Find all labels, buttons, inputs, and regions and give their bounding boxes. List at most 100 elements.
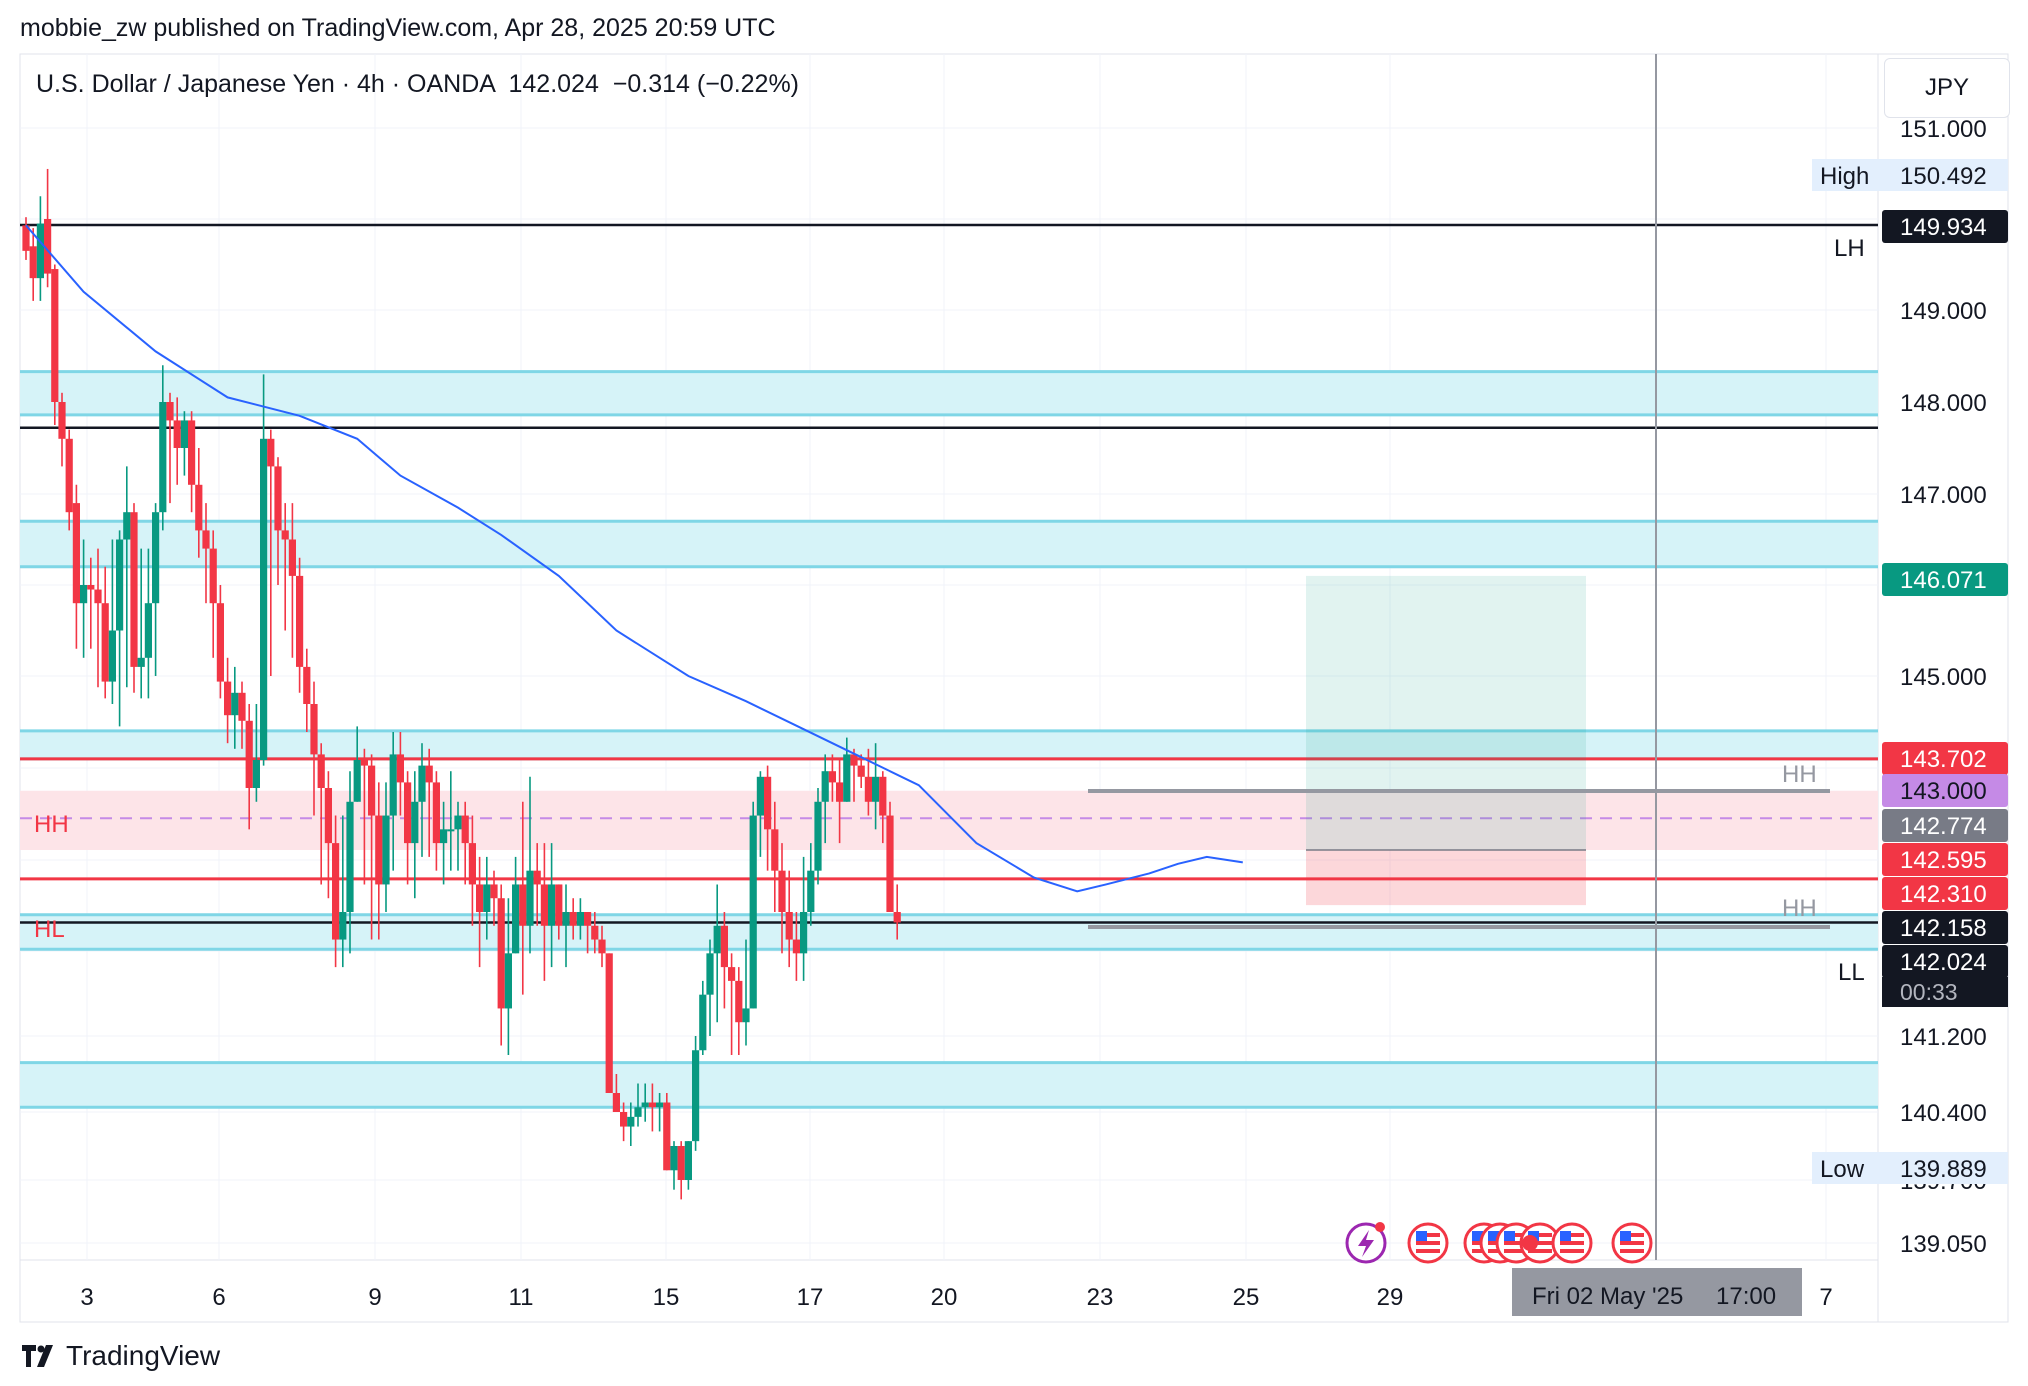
symbol-title: U.S. Dollar / Japanese Yen · 4h · OANDA xyxy=(36,70,495,98)
candle-body xyxy=(29,246,37,279)
zone-rect xyxy=(20,914,1878,950)
candle-body xyxy=(36,223,44,279)
candle-body xyxy=(749,815,757,1009)
flag-stripe xyxy=(1528,1233,1552,1237)
crosshair-date-label: Fri 02 May '25 xyxy=(1532,1283,1683,1310)
stop-zone xyxy=(1306,850,1586,906)
price-tick-label: 140.400 xyxy=(1900,1100,1987,1127)
candle-body xyxy=(202,530,210,549)
price-change: −0.314 (−0.22%) xyxy=(612,70,800,98)
candle-body xyxy=(296,575,304,667)
candle-body xyxy=(454,815,462,830)
candle-body xyxy=(728,967,736,981)
candle-body xyxy=(382,815,390,885)
candle-body xyxy=(260,438,268,760)
candle-body xyxy=(166,402,174,421)
countdown-label: 00:33 xyxy=(1900,979,1958,1005)
annotation-hh: HH xyxy=(1782,761,1817,788)
annotation-hh: HH xyxy=(34,811,69,838)
candle-body xyxy=(872,776,880,802)
zone-rect xyxy=(20,1062,1878,1108)
price-label-142.024: 142.024 xyxy=(1882,945,2008,978)
time-tick-label: 11 xyxy=(509,1284,534,1311)
tradingview-logo-icon[interactable] xyxy=(22,1345,58,1367)
candle-body xyxy=(843,754,851,802)
candle-body xyxy=(555,884,563,926)
time-axis[interactable]: 3 6 9 11 15 17 20 23 25 29 7 Fri 02 May '25 17:00 xyxy=(80,1268,1833,1316)
candle-body xyxy=(497,898,505,1009)
price-label-bg xyxy=(1882,210,2008,243)
price-label-caption: High xyxy=(1820,163,1869,190)
footer: TradingView xyxy=(22,1340,220,1372)
flag-stripe xyxy=(1416,1233,1440,1237)
candle-body xyxy=(526,870,534,926)
price-axis[interactable]: 151.000 149.000 148.000 147.000 145.000 141.2… xyxy=(1812,116,2008,1258)
candle-body xyxy=(58,402,66,439)
candle-body xyxy=(850,754,858,766)
candle-body xyxy=(87,585,95,590)
price-label-bg xyxy=(1882,945,2008,978)
candle-body xyxy=(447,829,455,832)
price-label-bg xyxy=(1882,877,2008,910)
brand-name[interactable]: TradingView xyxy=(66,1340,221,1371)
candle-body xyxy=(648,1102,656,1108)
economic-events[interactable] xyxy=(1345,1222,1653,1264)
candle-body xyxy=(771,829,779,871)
candle-body xyxy=(476,884,484,912)
candle-body xyxy=(893,912,901,923)
candle-body xyxy=(152,512,160,604)
candle-body xyxy=(404,782,412,844)
candle-body xyxy=(353,760,361,802)
price-label-value: 142.024 xyxy=(1900,949,1987,976)
candle-body xyxy=(814,801,822,871)
price-label-146.071: 146.071 xyxy=(1882,563,2008,596)
candle-body xyxy=(800,912,808,954)
time-tick-label: 29 xyxy=(1377,1284,1404,1311)
price-label-143.000: 143.000 xyxy=(1882,774,2008,807)
candle-body xyxy=(807,870,815,912)
event-dot-icon xyxy=(1522,1235,1538,1251)
candle-body xyxy=(533,870,541,885)
candle-body xyxy=(821,771,829,802)
flag-canton xyxy=(1416,1231,1427,1241)
flag-canton xyxy=(1504,1231,1515,1241)
price-label-bg xyxy=(1882,809,2008,842)
currency-button[interactable]: JPY xyxy=(1884,58,2010,118)
candle-body xyxy=(864,776,872,802)
risk-reward-box[interactable] xyxy=(1306,575,1586,906)
candle-body xyxy=(756,776,764,816)
candle-body xyxy=(195,484,203,531)
candle-body xyxy=(80,585,88,604)
candle-body xyxy=(562,912,570,926)
candle-body xyxy=(684,1141,692,1180)
candle-body xyxy=(116,539,124,631)
price-label-bg xyxy=(1882,843,2008,876)
candle-body xyxy=(828,771,836,783)
candle-body xyxy=(216,603,224,682)
price-label-caption: Low xyxy=(1820,1156,1865,1183)
price-label-value: 146.071 xyxy=(1900,567,1987,594)
candle-body xyxy=(411,801,419,844)
candle-body xyxy=(519,884,527,926)
annotations: LH HH HL HH HH LL xyxy=(34,235,1865,986)
candle-body xyxy=(173,420,181,448)
crosshair-time-bg xyxy=(1512,1268,1802,1316)
price-label-142.310: 142.310 xyxy=(1882,877,2008,910)
flag-stripe xyxy=(1560,1249,1584,1253)
price-tick-label: 141.200 xyxy=(1900,1024,1987,1051)
flag-stripe xyxy=(1416,1241,1440,1245)
price-label-150.492: High 150.492 xyxy=(1812,159,2008,191)
price-label-value: 139.889 xyxy=(1900,1156,1987,1183)
last-price: 142.024 xyxy=(508,70,599,98)
candle-body xyxy=(224,681,232,716)
price-label-value: 142.774 xyxy=(1900,813,1987,840)
candle-body xyxy=(879,776,887,816)
price-label-149.934: 149.934 xyxy=(1882,210,2008,243)
candle-body xyxy=(785,912,793,940)
price-label-value: 143.000 xyxy=(1900,778,1987,805)
candle-body xyxy=(324,788,332,844)
candle-body xyxy=(440,829,448,844)
candle-body xyxy=(742,1008,750,1023)
zone-rect xyxy=(20,371,1878,415)
